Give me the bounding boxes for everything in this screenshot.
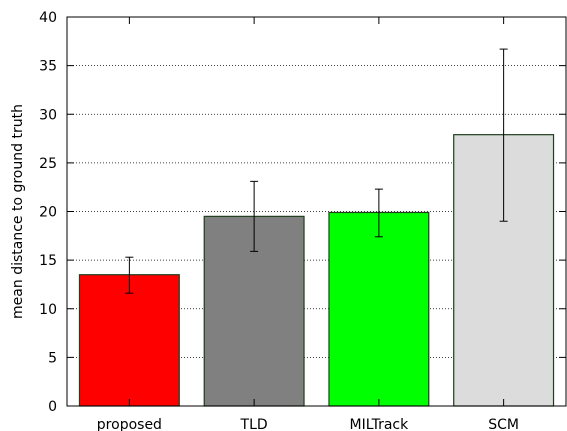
y-axis-title: mean distance to ground truth [10, 104, 26, 319]
y-tick-label: 5 [48, 350, 57, 366]
y-tick-label: 25 [39, 156, 57, 172]
x-category-label: MILTrack [350, 417, 410, 431]
bars [78, 134, 555, 407]
y-tick-label: 30 [39, 107, 57, 123]
y-tick-label: 20 [39, 205, 57, 221]
y-tick-label: 10 [39, 302, 57, 318]
x-axis: proposed TLD MILTrack SCM [97, 17, 519, 431]
grid-lines [67, 65, 566, 358]
x-category-label: SCM [488, 417, 519, 431]
y-tick-label: 15 [39, 253, 57, 269]
error-bars [125, 48, 508, 294]
y-tick-label: 40 [39, 10, 57, 26]
bar-proposed [78, 274, 180, 407]
x-category-label: proposed [97, 417, 162, 431]
x-category-label: TLD [240, 417, 268, 431]
y-tick-label: 0 [48, 399, 57, 415]
bar-miltrack [328, 211, 430, 407]
y-axis: 0 5 10 15 20 25 30 35 40 [39, 10, 566, 415]
y-tick-label: 35 [39, 59, 57, 75]
